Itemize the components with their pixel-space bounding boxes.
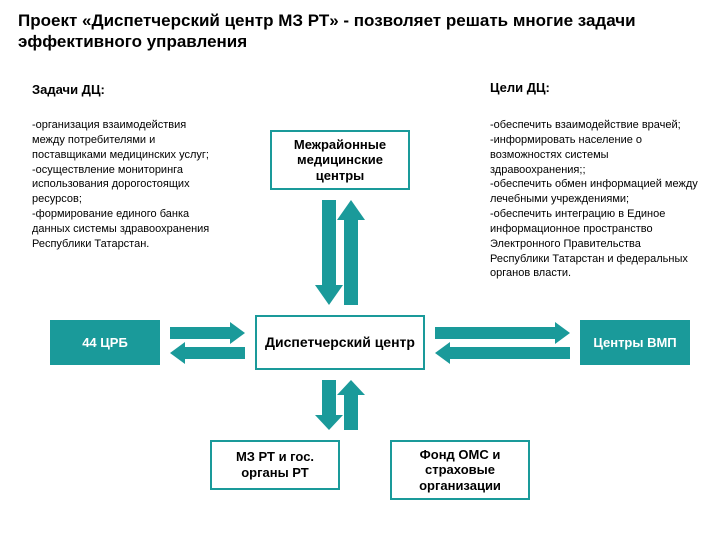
arrow-center-bottom	[298, 375, 382, 435]
goals-text: -обеспечить взаимодействие врачей; -инфо…	[490, 118, 700, 281]
tasks-text: -организация взаимодействия между потреб…	[32, 118, 212, 252]
arrow-top-center	[298, 195, 382, 310]
goals-heading: Цели ДЦ:	[490, 80, 550, 95]
box-dispatch-center: Диспетчерский центр	[255, 315, 425, 370]
tasks-heading: Задачи ДЦ:	[32, 82, 105, 97]
box-44-crb: 44 ЦРБ	[50, 320, 160, 365]
box-interdistrict-centers: Межрайонные медицинские центры	[270, 130, 410, 190]
box-mz-rt: МЗ РТ и гос. органы РТ	[210, 440, 340, 490]
slide-title: Проект «Диспетчерский центр МЗ РТ» - поз…	[18, 10, 702, 53]
arrow-left-center	[165, 316, 250, 370]
box-vmp-centers: Центры ВМП	[580, 320, 690, 365]
box-oms-fund: Фонд ОМС и страховые организации	[390, 440, 530, 500]
arrow-center-right	[430, 316, 575, 370]
